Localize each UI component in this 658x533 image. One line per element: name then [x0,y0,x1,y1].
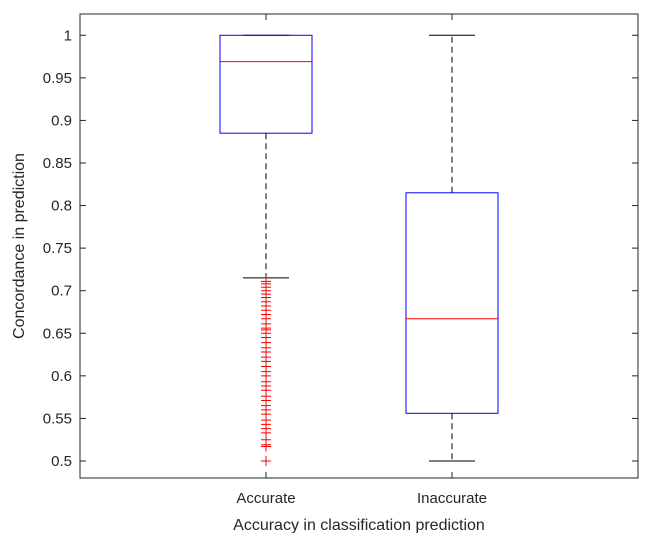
iqr-box [405,192,499,414]
y-tick-label: 0.95 [43,70,72,87]
y-tick-label: 0.85 [43,155,72,172]
y-tick-label: 0.55 [43,410,72,427]
x-tick-label: Inaccurate [417,490,487,507]
y-tick-label: 0.75 [43,240,72,257]
outlier-marker [261,455,271,466]
y-axis: 0.5 0.55 0.6 0.65 0.7 0.75 0.8 0.85 0.9 0.95 1 [43,27,638,470]
y-axis-label: Concordance in prediction [11,153,28,339]
outlier-marker [261,276,271,287]
y-tick-label: 0.9 [51,112,72,129]
boxes-layer [219,34,499,466]
y-tick-label: 0.6 [51,368,72,385]
y-tick-label: 0.5 [51,453,72,470]
x-tick-label: Accurate [236,490,295,507]
box-accurate [219,34,313,466]
plot-area [79,13,639,479]
y-tick-label: 0.65 [43,325,72,342]
y-tick-label: 1 [64,27,72,44]
iqr-box [219,34,313,134]
x-axis: Accurate Inaccurate [236,14,487,507]
y-tick-label: 0.7 [51,283,72,300]
box-inaccurate [405,34,499,462]
y-tick-label: 0.8 [51,198,72,215]
x-axis-label: Accuracy in classification prediction [233,517,485,533]
